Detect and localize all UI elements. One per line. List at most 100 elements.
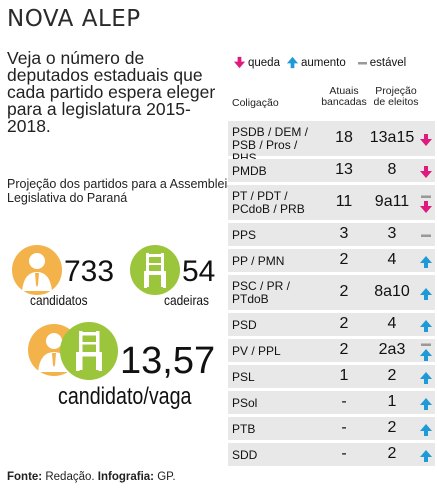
trend-icon xyxy=(419,194,433,214)
current-seats: - xyxy=(341,419,347,436)
header-coalition: Coligação xyxy=(232,97,279,109)
coalition-name: PSD xyxy=(232,318,257,332)
arrow-up-icon xyxy=(420,320,432,332)
projected-seats: 8 xyxy=(387,161,397,178)
table-row: PSC / PR / PTdoB 2 8a10 xyxy=(228,275,435,313)
arrow-down-icon xyxy=(233,56,246,69)
trend-icon xyxy=(419,397,433,411)
current-seats: - xyxy=(341,445,347,462)
table-row: PT / PDT / PCdoB / PRB 11 9a11 xyxy=(228,185,435,223)
current-seats: 3 xyxy=(339,225,349,242)
coalition-name: PMDB xyxy=(232,164,267,178)
arrow-up-icon xyxy=(420,450,432,462)
projected-seats: 4 xyxy=(387,315,397,332)
source-note: Fonte: Redação. Infografia: GP. xyxy=(7,471,176,483)
current-seats: 18 xyxy=(335,129,353,146)
header-current: Atuais bancadas xyxy=(321,85,367,108)
trend-icon xyxy=(419,165,433,179)
infographic-value: GP. xyxy=(157,471,176,483)
current-seats: 2 xyxy=(339,283,349,300)
table-row: PMDB 13 8 xyxy=(228,159,435,185)
projected-seats: 2 xyxy=(387,419,397,436)
projected-seats: 13a15 xyxy=(369,129,415,146)
current-seats: 2 xyxy=(339,315,349,332)
seats-count: 54 xyxy=(182,255,216,288)
table-row: PP / PMN 2 4 xyxy=(228,249,435,275)
arrow-up-icon xyxy=(420,349,432,361)
table-row: SDD - 2 xyxy=(228,443,435,469)
table-body: PSDB / DEM / PSB / Pros / PHS 18 13a15 PMDB… xyxy=(228,121,435,469)
legend-item-up: aumento xyxy=(286,56,346,69)
stable-dash-icon xyxy=(421,234,431,237)
stable-dash-icon xyxy=(421,343,431,346)
arrow-up-icon xyxy=(420,256,432,268)
intro-text: Veja o número de deputados estaduais que… xyxy=(7,48,216,136)
page-title: NOVA ALEP xyxy=(7,6,141,32)
infographic-label: Infografia: xyxy=(97,471,155,483)
coalition-name: SDD xyxy=(232,448,258,462)
projected-seats: 3 xyxy=(387,225,397,242)
coalition-name: PSL xyxy=(232,370,255,384)
header-projection: Projeção de eleitos xyxy=(373,85,419,108)
table-row: PSDB / DEM / PSB / Pros / PHS 18 13a15 xyxy=(228,121,435,165)
current-seats: - xyxy=(341,393,347,410)
coalition-name: PPS xyxy=(232,228,257,242)
projected-seats: 4 xyxy=(387,251,397,268)
projected-seats: 2a3 xyxy=(378,341,406,358)
current-seats: 11 xyxy=(335,193,353,210)
chair-icon xyxy=(130,245,180,295)
trend-icon xyxy=(419,342,433,362)
projected-seats: 9a11 xyxy=(374,193,410,210)
arrow-up-icon xyxy=(420,424,432,436)
projected-seats: 1 xyxy=(387,393,397,410)
arrow-up-icon xyxy=(420,372,432,384)
legend-item-down: queda xyxy=(233,56,280,69)
projected-seats: 2 xyxy=(387,367,397,384)
trend-icon xyxy=(419,229,433,243)
current-seats: 2 xyxy=(339,341,349,358)
coalition-name: PP / PMN xyxy=(232,254,285,268)
table-row: PSol - 1 xyxy=(228,391,435,417)
legend-item-stable: estável xyxy=(357,57,406,69)
subtitle: Projeção dos partidos para a Assembleia … xyxy=(7,177,235,205)
arrow-up-icon xyxy=(420,398,432,410)
trend-icon xyxy=(419,133,433,147)
candidates-label: candidatos xyxy=(30,292,88,308)
coalition-name: PTB xyxy=(232,422,256,436)
arrow-up-icon xyxy=(286,56,299,69)
legend: queda aumento estável xyxy=(233,56,406,69)
trend-icon xyxy=(419,319,433,333)
table-row: PSD 2 4 xyxy=(228,313,435,339)
arrow-up-icon xyxy=(420,288,432,300)
current-seats: 1 xyxy=(339,367,349,384)
coalition-name: PSol xyxy=(232,396,258,410)
source-value: Redação. xyxy=(45,471,95,483)
table-row: PSL 1 2 xyxy=(228,365,435,391)
stable-dash-icon xyxy=(357,61,367,64)
current-seats: 13 xyxy=(335,161,353,178)
current-seats: 2 xyxy=(339,251,349,268)
projected-seats: 8a10 xyxy=(374,283,410,300)
table-row: PTB - 2 xyxy=(228,417,435,443)
person-icon xyxy=(12,245,62,295)
stable-dash-icon xyxy=(421,195,431,198)
arrow-down-icon xyxy=(420,134,432,146)
chair-icon xyxy=(60,322,118,380)
source-label: Fonte: xyxy=(7,471,43,483)
table-row: PPS 3 3 xyxy=(228,223,435,249)
table-header: Coligação Atuais bancadas Projeção de el… xyxy=(228,86,435,121)
projection-table: Coligação Atuais bancadas Projeção de el… xyxy=(228,86,435,469)
trend-icon xyxy=(419,449,433,463)
ratio-value: 13,57 xyxy=(120,340,216,382)
table-row: PV / PPL 2 2a3 xyxy=(228,339,435,365)
trend-icon xyxy=(419,287,433,301)
ratio-label: candidato/vaga xyxy=(58,383,192,410)
coalition-name: PSC / PR / PTdoB xyxy=(232,279,291,306)
projected-seats: 2 xyxy=(387,445,397,462)
arrow-down-icon xyxy=(420,201,432,213)
arrow-down-icon xyxy=(420,166,432,178)
coalition-name: PT / PDT / PCdoB / PRB xyxy=(232,189,305,216)
candidates-count: 733 xyxy=(64,255,115,288)
seats-label: cadeiras xyxy=(164,292,209,308)
trend-icon xyxy=(419,371,433,385)
